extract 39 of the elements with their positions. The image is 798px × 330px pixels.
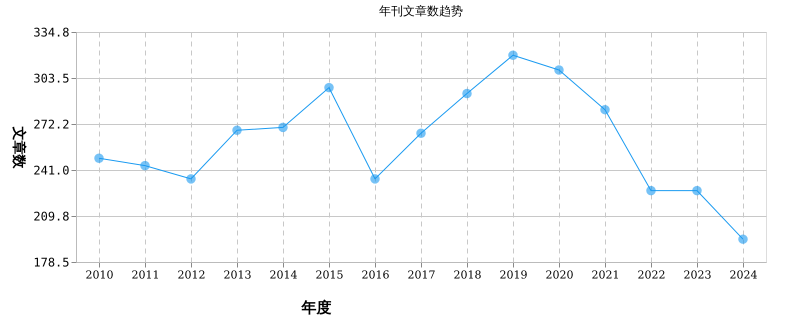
- x-tick-label: 2013: [224, 268, 252, 282]
- x-tick-label: 2012: [178, 268, 206, 282]
- y-tick-label: 178.5: [33, 256, 70, 270]
- x-tick-label: 2018: [454, 268, 482, 282]
- x-tick-label: 2014: [270, 268, 298, 282]
- point: [278, 122, 288, 132]
- y-tick-label: 209.8: [33, 209, 70, 224]
- point: [646, 186, 656, 196]
- point: [600, 104, 610, 114]
- x-tick-label: 2010: [86, 268, 114, 282]
- point: [370, 174, 380, 184]
- point: [416, 128, 426, 138]
- x-tick-label: 2023: [684, 268, 712, 282]
- x-tick-label: 2022: [638, 268, 666, 282]
- point: [186, 174, 196, 184]
- point: [738, 234, 748, 244]
- x-tick-label: 2015: [316, 268, 344, 282]
- point: [140, 160, 150, 170]
- y-tick-label: 272.2: [33, 118, 70, 132]
- y-tick-label: 334.8: [33, 26, 70, 40]
- y-axis-title: 文章数: [10, 126, 28, 170]
- x-tick-label: 2011: [132, 268, 160, 282]
- point: [324, 82, 334, 92]
- point: [232, 126, 242, 136]
- x-tick-label: 2021: [592, 268, 620, 282]
- point: [554, 65, 564, 75]
- x-tick-label: 2019: [500, 268, 528, 282]
- point: [94, 154, 104, 163]
- x-tick-label: 2024: [730, 268, 758, 282]
- x-tick-label: 2020: [546, 268, 574, 282]
- x-axis-title: 年度: [300, 298, 332, 316]
- chart-title: 年刊文章数趋势: [379, 4, 463, 18]
- point: [508, 50, 518, 60]
- x-tick-label: 2016: [362, 268, 390, 282]
- x-tick-label: 2017: [408, 268, 436, 282]
- point: [462, 88, 472, 98]
- y-tick-label: 303.5: [33, 72, 70, 86]
- y-tick-label: 241.0: [33, 164, 70, 178]
- point: [692, 186, 702, 196]
